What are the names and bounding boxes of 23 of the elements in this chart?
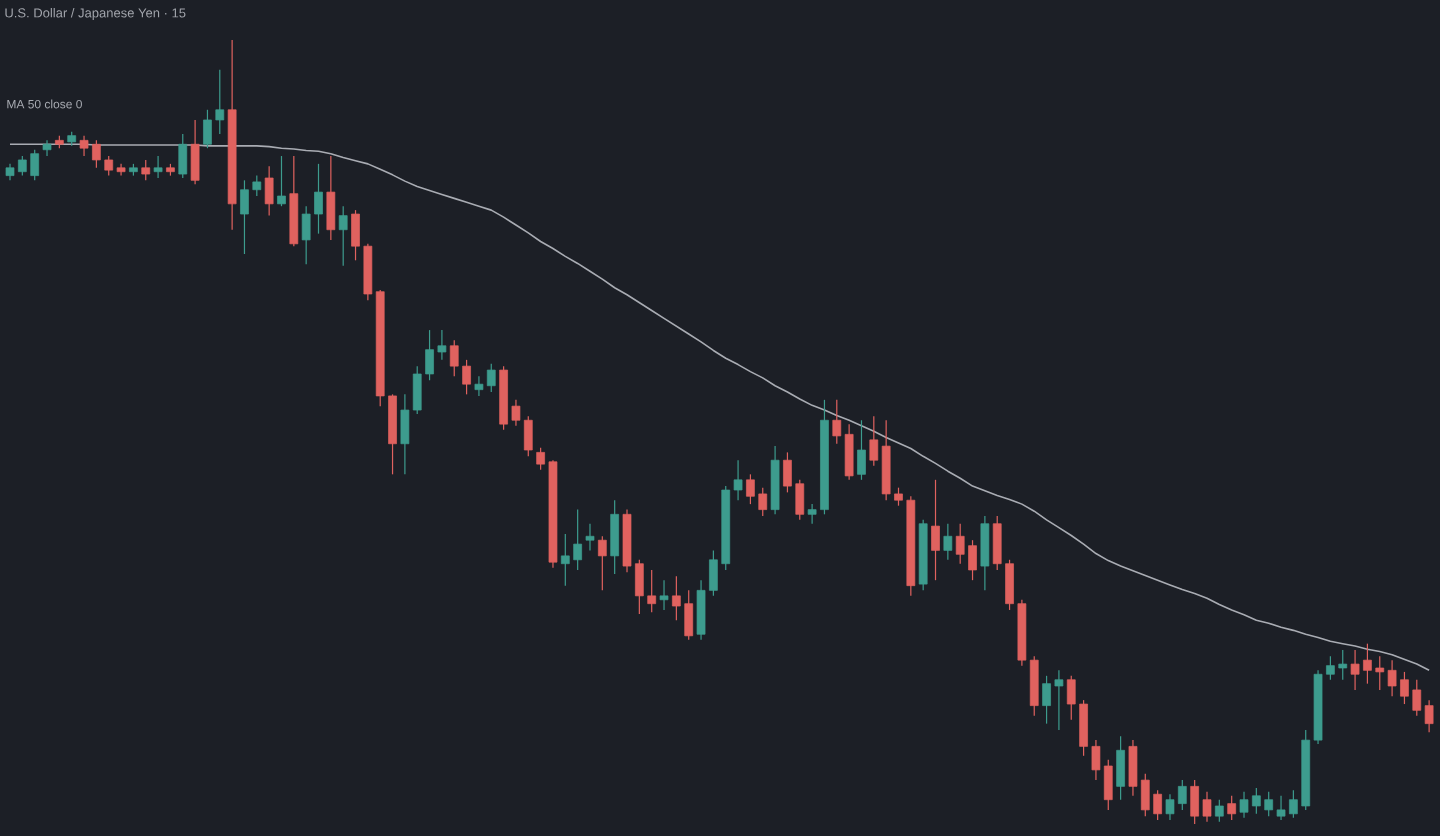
candlestick	[931, 479, 940, 581]
candlestick	[42, 139, 52, 157]
candlestick	[1227, 795, 1237, 821]
candlestick	[857, 419, 866, 481]
candlestick	[869, 415, 879, 467]
candlestick	[264, 165, 274, 217]
candlestick	[610, 499, 620, 575]
candlestick	[338, 205, 348, 267]
candlestick	[1214, 799, 1224, 823]
candlestick	[141, 159, 151, 181]
candlestick	[1116, 735, 1125, 801]
candlestick	[597, 535, 607, 591]
candlestick	[992, 515, 1002, 571]
candlestick	[190, 119, 200, 185]
candlestick	[326, 155, 336, 241]
candlestick	[585, 523, 595, 551]
candlestick	[980, 515, 990, 591]
candlestick	[659, 579, 669, 611]
candlestick	[1005, 559, 1014, 611]
candlestick	[153, 155, 163, 179]
candlestick	[178, 133, 188, 179]
candlestick	[943, 523, 953, 561]
candlestick	[277, 155, 286, 207]
